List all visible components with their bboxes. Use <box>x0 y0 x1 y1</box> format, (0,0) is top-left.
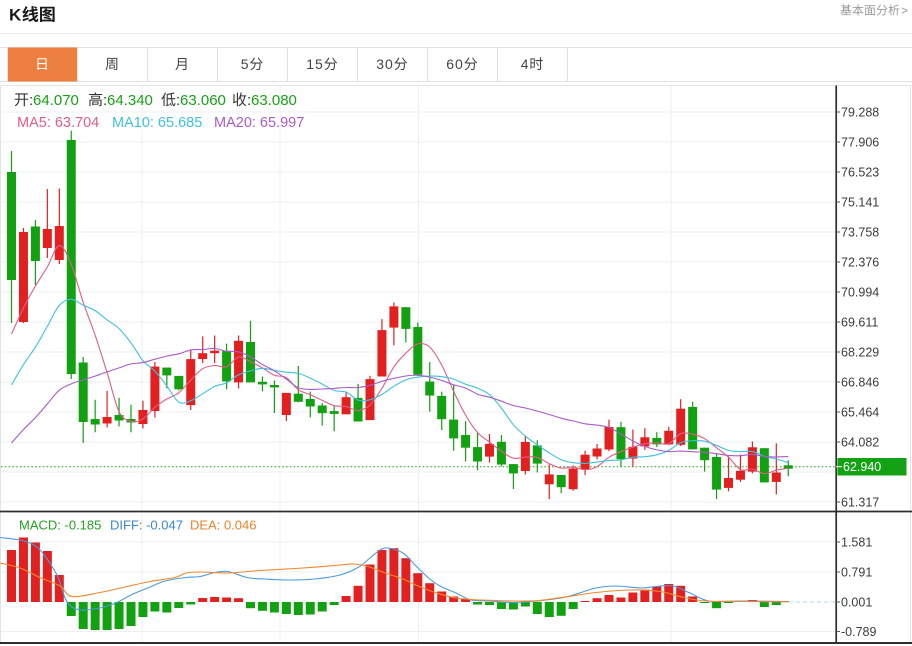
svg-text:0.001: 0.001 <box>841 596 872 610</box>
svg-text:MA10: 65.685: MA10: 65.685 <box>112 115 202 131</box>
svg-text:K: K <box>9 6 22 25</box>
svg-text:4: 4 <box>521 56 529 72</box>
svg-text:0: 0 <box>455 56 463 72</box>
svg-text:>: > <box>901 4 908 18</box>
svg-text::: : <box>103 92 107 109</box>
svg-text:64.340: 64.340 <box>107 92 153 109</box>
svg-text:63.060: 63.060 <box>180 92 226 109</box>
svg-text::: : <box>176 92 180 109</box>
svg-text:5: 5 <box>315 56 323 72</box>
svg-text::: : <box>29 92 33 109</box>
svg-text:68.229: 68.229 <box>841 346 879 360</box>
svg-text:61.317: 61.317 <box>841 496 879 510</box>
svg-text:66.846: 66.846 <box>841 376 879 390</box>
svg-text:6: 6 <box>446 56 454 72</box>
svg-text:63.080: 63.080 <box>251 92 297 109</box>
svg-text:79.288: 79.288 <box>841 106 879 120</box>
svg-text:72.376: 72.376 <box>841 256 879 270</box>
svg-text:76.523: 76.523 <box>841 166 879 180</box>
svg-text:1: 1 <box>306 56 314 72</box>
svg-text:DIFF: -0.047: DIFF: -0.047 <box>110 518 183 533</box>
svg-text:69.611: 69.611 <box>841 316 878 330</box>
svg-text:5: 5 <box>241 56 249 72</box>
svg-text::: : <box>247 92 251 109</box>
svg-text:3: 3 <box>376 56 384 72</box>
svg-text:0.791: 0.791 <box>841 566 872 580</box>
svg-text:MACD: -0.185: MACD: -0.185 <box>19 518 101 533</box>
svg-text:1.581: 1.581 <box>841 536 872 550</box>
svg-text:73.758: 73.758 <box>841 226 879 240</box>
svg-text:-0.789: -0.789 <box>841 625 876 639</box>
svg-text:DEA: 0.046: DEA: 0.046 <box>190 518 257 533</box>
svg-text:MA5: 63.704: MA5: 63.704 <box>17 115 99 131</box>
svg-text:75.141: 75.141 <box>841 196 879 210</box>
svg-text:65.464: 65.464 <box>841 406 879 420</box>
svg-text:64.082: 64.082 <box>841 436 879 450</box>
svg-text:70.994: 70.994 <box>841 286 879 300</box>
svg-text:0: 0 <box>385 56 393 72</box>
svg-text:MA20: 65.997: MA20: 65.997 <box>214 115 304 131</box>
svg-text:64.070: 64.070 <box>33 92 79 109</box>
svg-text:77.906: 77.906 <box>841 136 879 150</box>
svg-text:62.940: 62.940 <box>843 460 881 474</box>
